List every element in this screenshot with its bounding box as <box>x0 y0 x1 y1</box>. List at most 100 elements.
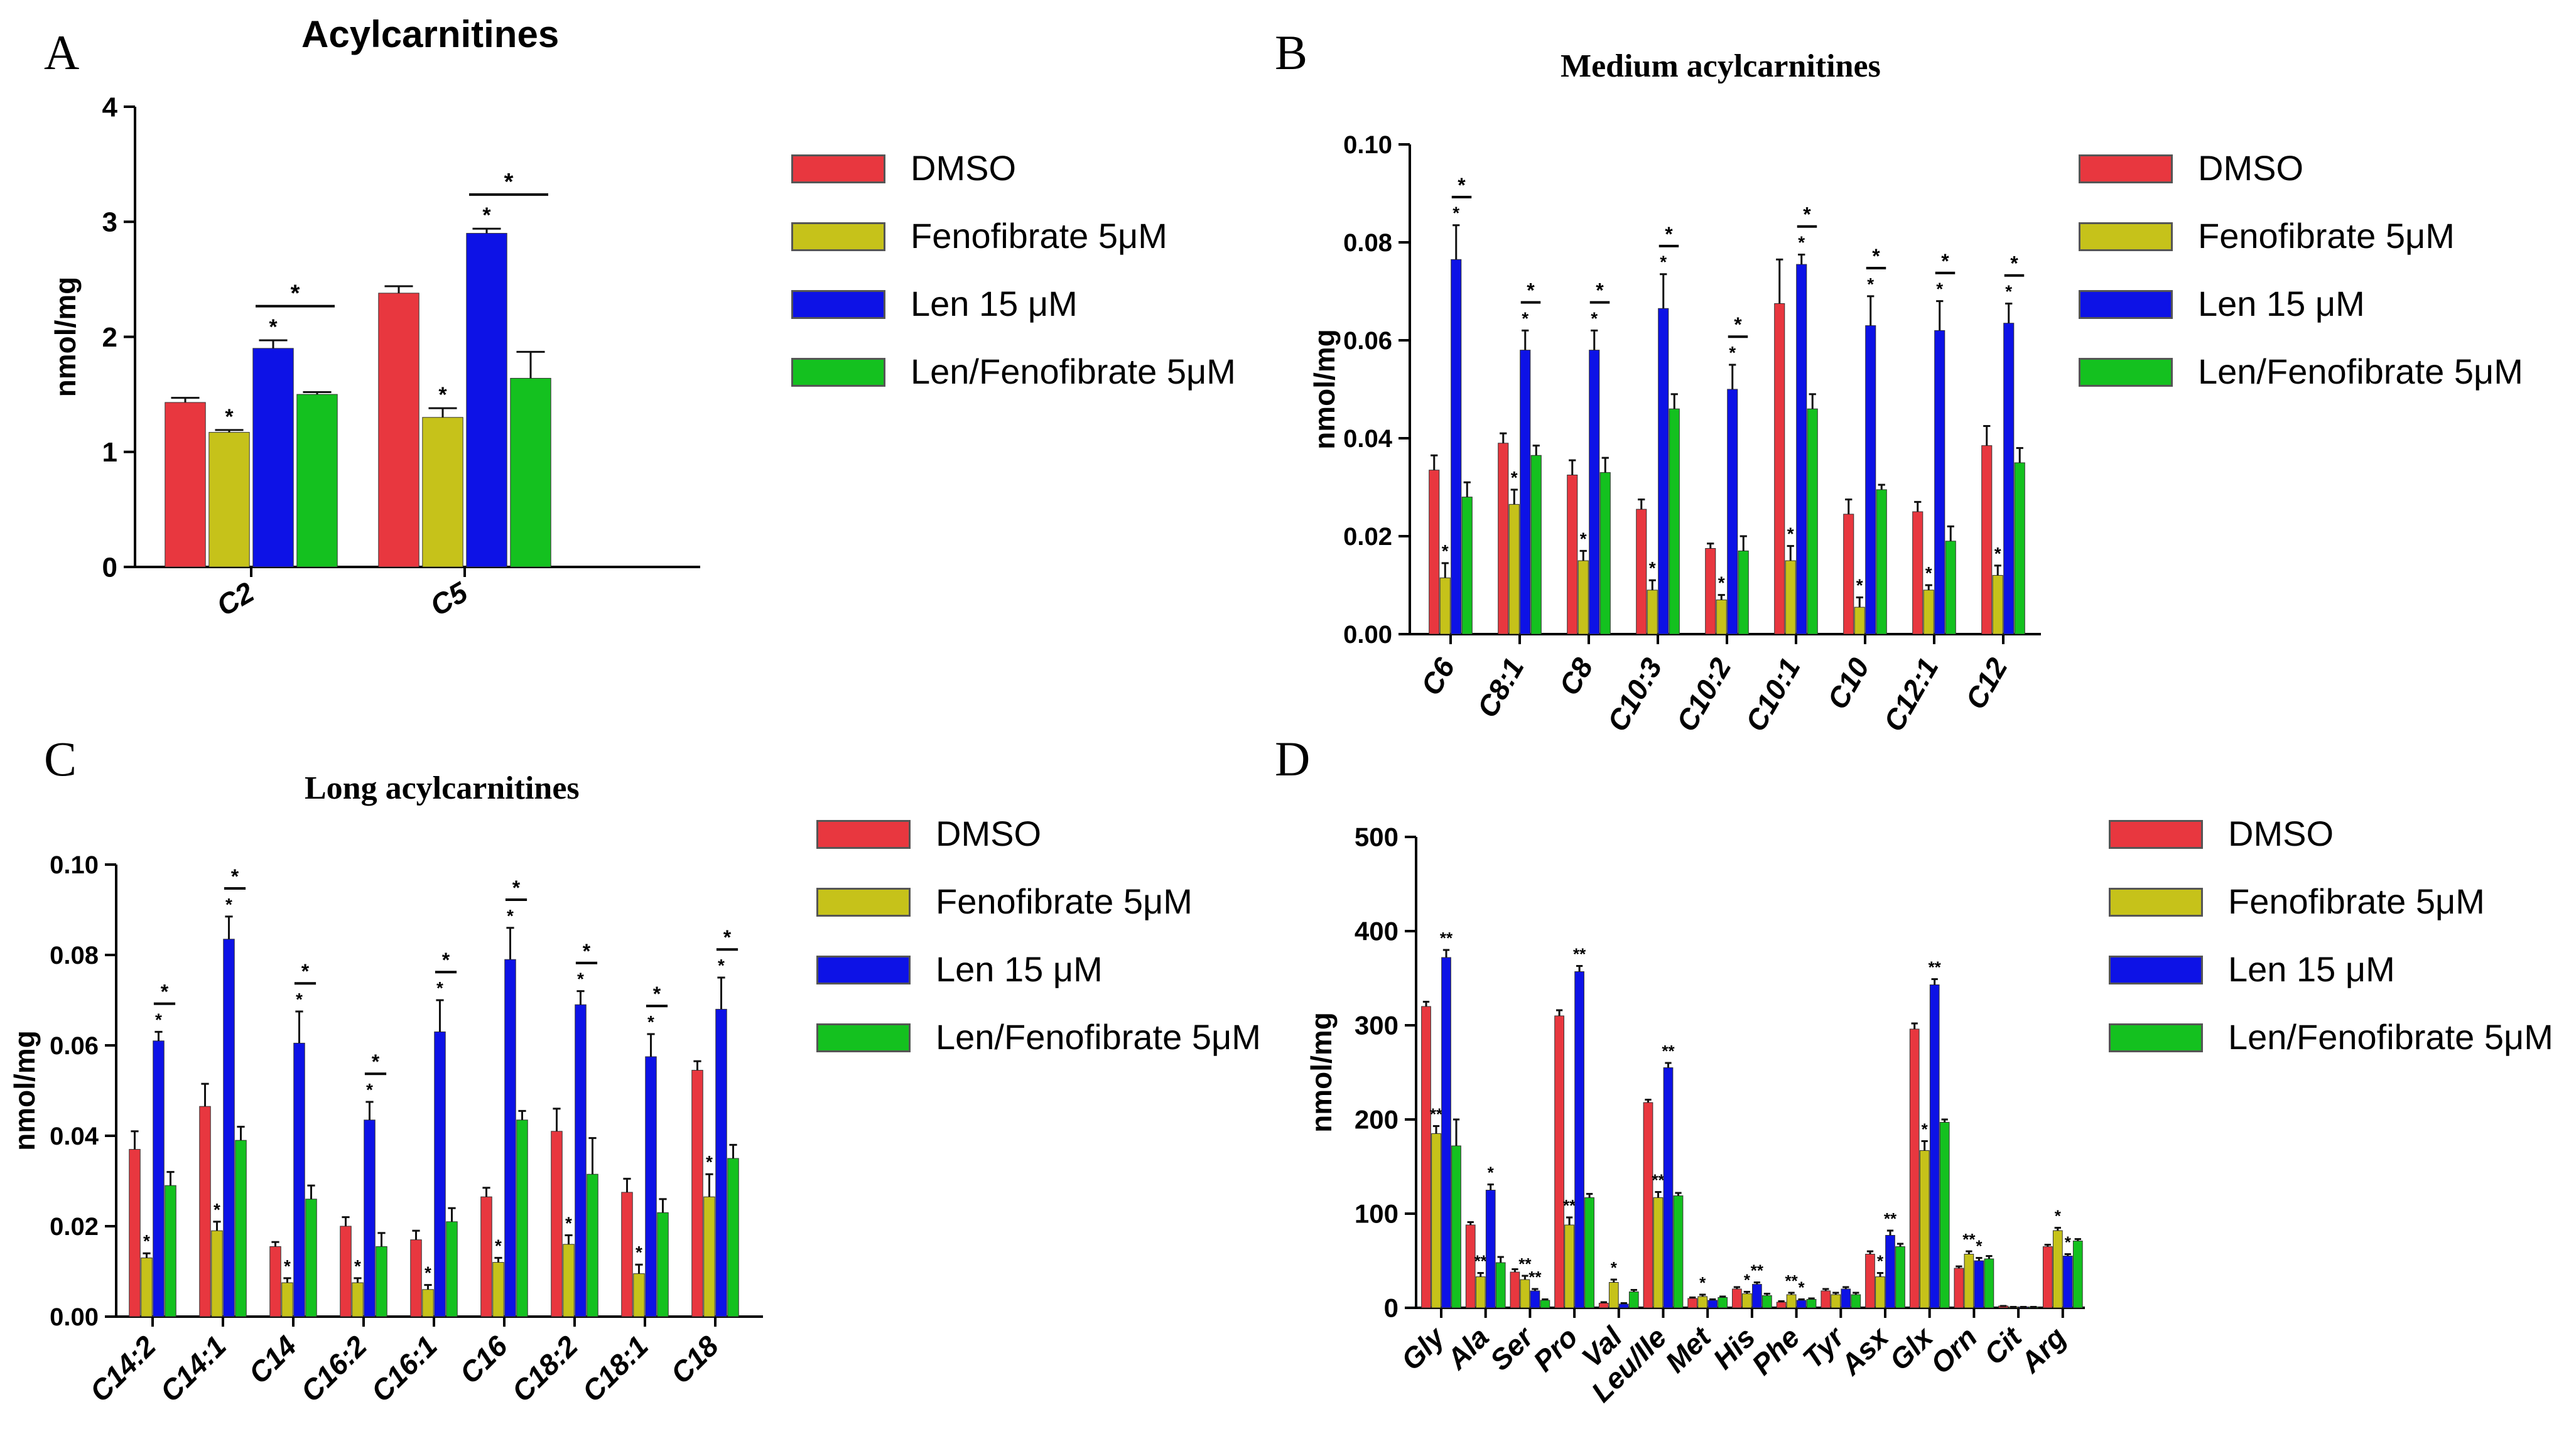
chart-title-b: Medium acylcarnitines <box>1561 48 1881 84</box>
y-tick-label: 0.02 <box>1343 523 1392 551</box>
x-tick-label-ser: Ser <box>1483 1320 1540 1377</box>
significance-mark: * <box>1922 1120 1929 1139</box>
bar-len-fenofibrate-5-m-c6 <box>1461 497 1473 635</box>
bar-fenofibrate-5-m-c5 <box>422 417 463 568</box>
significance-mark: * <box>1699 1273 1706 1292</box>
significance-mark: * <box>354 1256 361 1276</box>
bar-len-fenofibrate-5-m-met <box>1718 1297 1728 1308</box>
bar-dmso-c8 <box>1567 475 1578 635</box>
bar-fenofibrate-5-m-c10-1 <box>1785 560 1796 635</box>
bar-dmso-c14-2 <box>129 1149 141 1317</box>
chart-a-svg: 0 1 2 3 4 nmol/mg C2 * * * C5 * * * <box>49 92 700 622</box>
legend-label-fenofibrate: Fenofibrate 5μM <box>2198 216 2455 256</box>
legend-label-len-fenofibrate: Len/Fenofibrate 5μM <box>911 352 1236 391</box>
legend-swatch-dmso <box>816 820 911 849</box>
bar-fenofibrate-5-m-ala <box>1475 1276 1486 1308</box>
significance-mark: * <box>1453 203 1459 223</box>
x-tick-label-gly: Gly <box>1395 1320 1452 1377</box>
bar-len-15-m-c2 <box>252 348 294 568</box>
y-tick-label: 0.00 <box>50 1303 99 1331</box>
bar-len-fenofibrate-5-m-c5 <box>510 377 551 568</box>
bar-fenofibrate-5-m-c6 <box>1439 577 1451 635</box>
legend-swatch-len <box>2079 290 2173 319</box>
bar-len-fenofibrate-5-m-c14-1 <box>235 1140 247 1317</box>
y-axis-label: nmol/mg <box>1305 1012 1338 1133</box>
bar-len-15-m-c16 <box>504 959 516 1317</box>
bar-len-fenofibrate-5-m-ala <box>1495 1262 1506 1308</box>
significance-bracket-label: * <box>1665 223 1673 245</box>
legend-label-len-fenofibrate: Len/Fenofibrate 5μM <box>936 1017 1261 1057</box>
bar-fenofibrate-5-m-c12-1 <box>1923 590 1934 635</box>
significance-bracket-label: * <box>1596 279 1604 302</box>
significance-mark: * <box>636 1243 642 1262</box>
bar-len-15-m-c6 <box>1451 259 1462 635</box>
y-tick-label: 0.10 <box>50 851 99 879</box>
bar-len-15-m-c10 <box>1865 325 1876 635</box>
y-tick-label: 0.04 <box>1343 425 1393 453</box>
bar-fenofibrate-5-m-phe <box>1786 1294 1797 1308</box>
y-tick-label: 4 <box>102 92 118 122</box>
significance-mark: ** <box>1751 1261 1764 1280</box>
x-tick-label-c10-1: C10:1 <box>1739 652 1807 737</box>
bar-fenofibrate-5-m-c10-3 <box>1647 590 1658 635</box>
bar-len-15-m-tyr <box>1841 1288 1851 1308</box>
bar-len-fenofibrate-5-m-c18 <box>727 1158 739 1317</box>
bar-fenofibrate-5-m-c16-1 <box>422 1289 434 1317</box>
x-tick-label-orn: Orn <box>1924 1320 1984 1380</box>
bar-len-fenofibrate-5-m-c18-1 <box>657 1212 669 1317</box>
significance-mark: * <box>1522 308 1528 328</box>
panel-c: C Long acylcarnitines 0.00 0.02 0.04 0.06 0.… <box>0 728 1275 1456</box>
bar-len-15-m-his <box>1752 1284 1762 1308</box>
y-tick-label: 200 <box>1355 1105 1399 1135</box>
bar-len-15-m-leu-ile <box>1663 1067 1674 1308</box>
bar-len-fenofibrate-5-m-c16 <box>516 1119 528 1317</box>
panel-a: A Acylcarnitines 0 1 2 3 4 nmol/mg C2 * * * C5 * * * … <box>0 0 1275 728</box>
legend-swatch-dmso <box>2109 820 2203 849</box>
significance-mark: ** <box>1440 929 1453 947</box>
significance-mark: * <box>1718 573 1725 593</box>
significance-mark: * <box>706 1152 713 1172</box>
bar-dmso-c2 <box>165 402 206 568</box>
significance-mark: * <box>225 895 232 914</box>
significance-mark: * <box>1488 1163 1495 1182</box>
bar-len-fenofibrate-5-m-c14 <box>305 1199 317 1317</box>
legend-swatch-dmso <box>2079 154 2173 183</box>
bar-fenofibrate-5-m-glx <box>1919 1150 1930 1308</box>
y-tick-label: 0.08 <box>1343 229 1392 257</box>
bar-dmso-c18 <box>691 1070 703 1317</box>
legend-label-fenofibrate: Fenofibrate 5μM <box>911 216 1167 256</box>
significance-mark: ** <box>1929 958 1942 977</box>
x-tick-label-c14: C14 <box>242 1329 303 1389</box>
bar-len-15-m-val <box>1618 1303 1629 1308</box>
bar-len-15-m-glx <box>1929 984 1940 1308</box>
bar-dmso-phe <box>1776 1302 1787 1308</box>
significance-mark: * <box>507 906 514 925</box>
x-tick-label-glx: Glx <box>1883 1320 1940 1377</box>
x-tick-label-c5: C5 <box>425 575 473 622</box>
bar-fenofibrate-5-m-tyr <box>1831 1294 1841 1308</box>
legend-label-len-fenofibrate: Len/Fenofibrate 5μM <box>2228 1017 2553 1057</box>
bar-len-fenofibrate-5-m-pro <box>1584 1197 1594 1308</box>
chart-b-svg: 0.00 0.02 0.04 0.06 0.08 0.10 nmol/mg C6 * * * C8:1… <box>1308 131 2041 737</box>
bar-dmso-c6 <box>1429 470 1440 635</box>
legend-label-dmso: DMSO <box>936 814 1041 853</box>
x-tick-label-c16: C16 <box>453 1329 514 1390</box>
x-tick-label-c14-1: C14:1 <box>154 1329 232 1408</box>
x-tick-label-c18-1: C18:1 <box>576 1329 654 1408</box>
significance-bracket-label: * <box>301 960 310 983</box>
legend-label-len: Len 15 μM <box>936 949 1103 989</box>
bar-len-fenofibrate-5-m-c18-2 <box>587 1173 598 1317</box>
significance-mark: ** <box>1528 1268 1542 1286</box>
significance-mark: * <box>1580 529 1587 548</box>
bar-dmso-orn <box>1954 1268 1964 1308</box>
y-tick-label: 0.00 <box>1343 621 1392 649</box>
significance-bracket-label: * <box>653 983 661 1005</box>
bar-len-fenofibrate-5-m-c14-2 <box>165 1185 176 1317</box>
significance-bracket-label: * <box>161 981 169 1003</box>
bar-len-15-m-c8-1 <box>1520 350 1531 635</box>
chart-title-a: Acylcarnitines <box>301 13 560 55</box>
legend-swatch-len <box>2109 956 2203 984</box>
bar-dmso-c12 <box>1981 445 1993 635</box>
bar-len-15-m-c10-2 <box>1727 389 1738 635</box>
panel-letter-a: A <box>44 25 80 80</box>
